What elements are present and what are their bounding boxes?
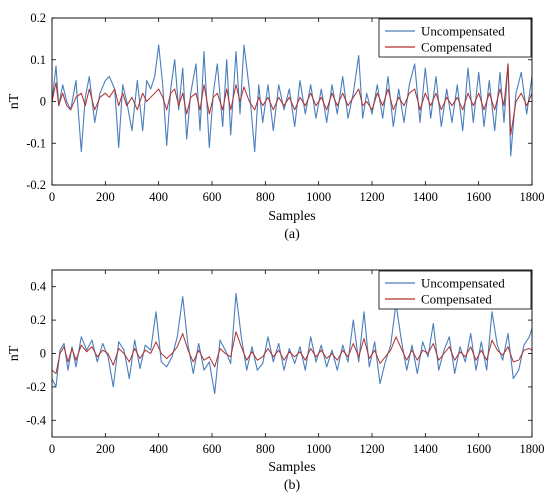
series-line-uncompensated [52,292,532,395]
x-tick-label: 1200 [360,190,385,204]
x-tick-label: 200 [96,442,115,456]
y-tick-label: 0.1 [30,53,46,67]
legend-label-uncompensated: Uncompensated [421,276,505,291]
y-tick-label: 0.2 [30,11,46,25]
x-tick-label: 600 [203,190,222,204]
y-tick-label: 0 [40,347,46,361]
y-axis-label: nT [7,345,22,361]
x-tick-label: 1000 [306,190,331,204]
x-tick-label: 0 [49,190,55,204]
series-line-compensated [52,63,532,136]
x-tick-label: 1400 [413,190,438,204]
x-tick-label: 200 [96,190,115,204]
y-tick-label: -0.4 [26,413,47,427]
legend-box [378,270,532,310]
series-line-uncompensated [52,44,532,157]
y-tick-label: -0.2 [26,178,46,192]
panel-caption: (a) [284,227,300,242]
x-tick-label: 600 [203,442,222,456]
x-tick-label: 400 [149,442,168,456]
panel-caption: (b) [284,478,301,493]
x-tick-label: 1600 [466,190,491,204]
legend-label-compensated: Compensated [421,292,492,307]
chart-panel-a: 0 200 400 600 800 1000 1200 1400 1600 1800 -0.2 -0.… [7,11,545,242]
x-tick-label: 1000 [306,442,331,456]
x-axis-label: Samples [268,209,315,224]
chart-panel-b: 0 200 400 600 800 1000 1200 1400 1600 1800 -0.4 -0.… [7,269,545,493]
legend-label-compensated: Compensated [421,40,492,55]
y-tick-label: 0.2 [30,313,46,327]
x-tick-label: 1600 [466,442,491,456]
y-tick-label: -0.1 [26,136,46,150]
x-tick-label: 800 [256,190,275,204]
y-tick-label: -0.2 [26,380,46,394]
x-tick-label: 800 [256,442,275,456]
series-line-compensated [52,331,532,374]
x-axis-label: Samples [268,460,315,475]
y-axis-label: nT [7,93,22,109]
x-tick-label: 1400 [413,442,438,456]
x-tick-label: 1200 [360,442,385,456]
y-tick-label: 0.4 [30,280,46,294]
x-tick-label: 1800 [520,442,545,456]
legend-label-uncompensated: Uncompensated [421,24,505,39]
x-tick-label: 1800 [520,190,545,204]
y-tick-label: 0 [40,95,46,109]
x-tick-label: 0 [49,442,55,456]
x-tick-label: 400 [149,190,168,204]
legend-box [378,18,532,58]
